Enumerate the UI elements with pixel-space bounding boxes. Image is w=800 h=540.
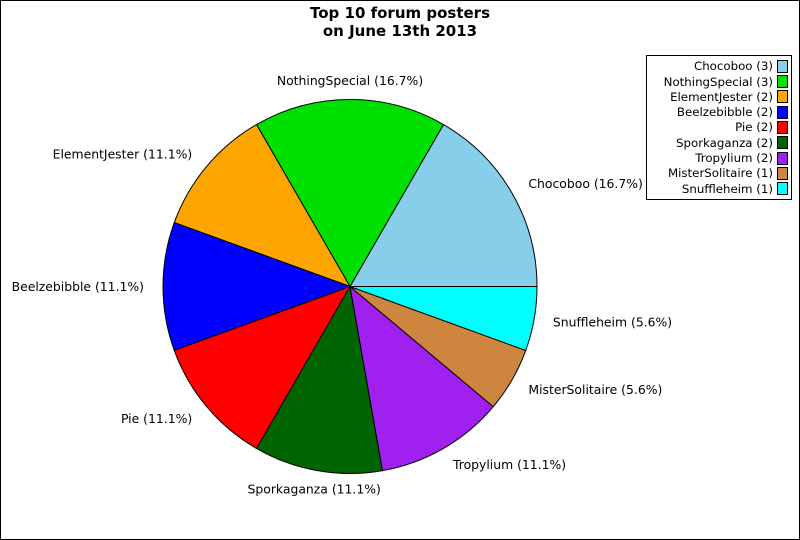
chart-title-line-1: Top 10 forum posters <box>310 4 490 22</box>
legend-label: Pie (2) <box>735 120 773 135</box>
pie-slice-label-sporkaganza: Sporkaganza (11.1%) <box>248 482 381 497</box>
legend-swatch <box>777 105 788 119</box>
pie-slice-label-tropylium: Tropylium (11.1%) <box>452 457 566 472</box>
legend-swatch <box>777 120 788 134</box>
legend-label: NothingSpecial (3) <box>663 74 773 89</box>
pie-slice-label-elementjester: ElementJester (11.1%) <box>53 146 193 161</box>
pie-slice-label-beelzebibble: Beelzebibble (11.1%) <box>12 279 144 294</box>
pie-slice-label-chocoboo: Chocoboo (16.7%) <box>528 176 642 191</box>
legend: Chocoboo (3) NothingSpecial (3) ElementJes… <box>646 55 792 200</box>
legend-label: Chocoboo (3) <box>693 59 773 74</box>
pie-slice-label-snuffleheim: Snuffleheim (5.6%) <box>553 315 672 330</box>
pie-slice-label-pie: Pie (11.1%) <box>121 411 192 426</box>
pie-slice-chocoboo <box>349 123 538 287</box>
legend-entry: Chocoboo (3) <box>649 59 788 74</box>
legend-entry: NothingSpecial (3) <box>649 74 788 89</box>
legend-label: Snuffleheim (1) <box>681 181 773 196</box>
legend-entry: Snuffleheim (1) <box>649 181 788 196</box>
legend-label: MisterSolitaire (1) <box>667 166 773 181</box>
pie-slice-snuffleheim <box>349 286 538 352</box>
chart-title: Top 10 forum posters on June 13th 2013 <box>1 4 799 40</box>
legend-entry: Sporkaganza (2) <box>649 135 788 150</box>
legend-label: ElementJester (2) <box>670 89 773 104</box>
legend-swatch <box>777 136 788 150</box>
legend-swatch <box>777 90 788 104</box>
pie-slice-beelzebibble <box>162 221 352 352</box>
legend-entry: Tropylium (2) <box>649 150 788 165</box>
pie-slice-tropylium <box>349 285 494 472</box>
legend-label: Sporkaganza (2) <box>676 135 773 150</box>
legend-entry: Beelzebibble (2) <box>649 105 788 120</box>
pie-slice-label-nothingspecial: NothingSpecial (16.7%) <box>277 73 423 88</box>
legend-entry: MisterSolitaire (1) <box>649 166 788 181</box>
pie-slice-nothingspecial <box>255 98 445 288</box>
pie-slice-label-mistersolitaire: MisterSolitaire (5.6%) <box>528 382 662 397</box>
pie-slice-pie <box>173 285 352 450</box>
legend-swatch <box>777 182 788 196</box>
legend-label: Tropylium (2) <box>695 151 773 166</box>
chart-title-line-2: on June 13th 2013 <box>322 22 478 40</box>
pie-slice-elementjester <box>173 123 352 288</box>
legend-entry: Pie (2) <box>649 120 788 135</box>
legend-swatch <box>777 75 788 89</box>
legend-label: Beelzebibble (2) <box>676 105 773 120</box>
legend-swatch <box>777 151 788 165</box>
legend-swatch <box>777 59 788 73</box>
pie-slice-sporkaganza <box>255 285 384 475</box>
legend-swatch <box>777 166 788 180</box>
legend-entry: ElementJester (2) <box>649 89 788 104</box>
